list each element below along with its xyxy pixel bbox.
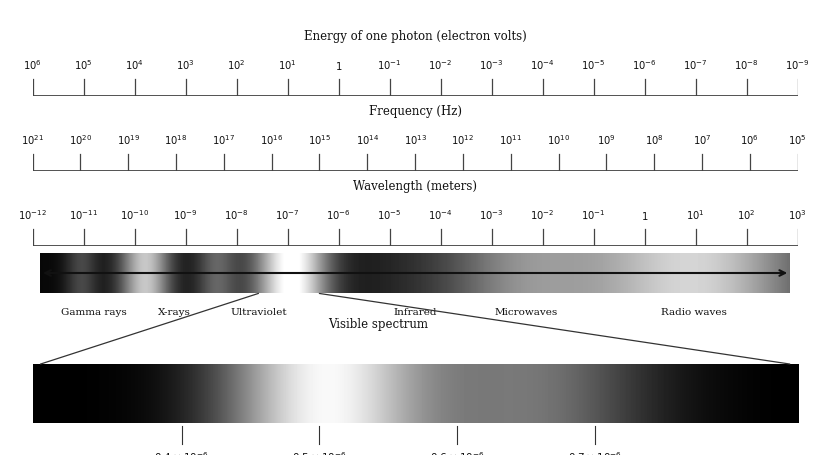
Text: $10^{-4}$: $10^{-4}$ xyxy=(428,208,453,222)
Text: $10^8$: $10^8$ xyxy=(645,133,663,147)
Text: $10^{-9}$: $10^{-9}$ xyxy=(173,208,198,222)
Text: $10^{16}$: $10^{16}$ xyxy=(260,133,283,147)
Text: $10^4$: $10^4$ xyxy=(125,58,144,72)
Text: $10^9$: $10^9$ xyxy=(597,133,616,147)
Text: Wavelength (meters): Wavelength (meters) xyxy=(353,180,477,193)
Text: $10^{13}$: $10^{13}$ xyxy=(404,133,427,147)
Text: Energy of one photon (electron volts): Energy of one photon (electron volts) xyxy=(304,30,527,43)
Text: $10^2$: $10^2$ xyxy=(737,208,756,222)
Text: $10^2$: $10^2$ xyxy=(227,58,246,72)
Text: $10^{-7}$: $10^{-7}$ xyxy=(684,58,708,72)
Text: $10^{19}$: $10^{19}$ xyxy=(116,133,140,147)
Text: $10^{18}$: $10^{18}$ xyxy=(164,133,188,147)
Text: $0.6 \times 10^{-6}$: $0.6 \times 10^{-6}$ xyxy=(430,450,484,455)
Text: $10^{-4}$: $10^{-4}$ xyxy=(530,58,555,72)
Text: $10^6$: $10^6$ xyxy=(23,58,42,72)
Text: $10^{10}$: $10^{10}$ xyxy=(547,133,571,147)
Text: $10^{14}$: $10^{14}$ xyxy=(356,133,379,147)
Text: $10^{-9}$: $10^{-9}$ xyxy=(786,58,810,72)
Text: $10^{-8}$: $10^{-8}$ xyxy=(734,58,759,72)
Text: Gamma rays: Gamma rays xyxy=(61,308,127,317)
Text: $10^{-2}$: $10^{-2}$ xyxy=(428,58,453,72)
Text: $10^{-3}$: $10^{-3}$ xyxy=(479,58,504,72)
Text: Visible spectrum: Visible spectrum xyxy=(327,318,427,331)
Text: Radio waves: Radio waves xyxy=(662,308,728,317)
Text: $10^{-7}$: $10^{-7}$ xyxy=(275,208,300,222)
Text: $0.5 \times 10^{-6}$: $0.5 \times 10^{-6}$ xyxy=(292,450,347,455)
Text: $10^3$: $10^3$ xyxy=(176,58,195,72)
Text: $10^{-6}$: $10^{-6}$ xyxy=(326,208,351,222)
Text: Microwaves: Microwaves xyxy=(494,308,558,317)
Text: $10^{-12}$: $10^{-12}$ xyxy=(18,208,47,222)
Text: $10^{-6}$: $10^{-6}$ xyxy=(632,58,657,72)
Text: $10^{-1}$: $10^{-1}$ xyxy=(378,58,402,72)
Text: $0.4 \times 10^{-6}$: $0.4 \times 10^{-6}$ xyxy=(155,450,209,455)
Text: Infrared: Infrared xyxy=(393,308,437,317)
Text: $10^5$: $10^5$ xyxy=(789,133,807,147)
Text: $10^7$: $10^7$ xyxy=(693,133,711,147)
Text: $10^1$: $10^1$ xyxy=(278,58,297,72)
Text: $10^{-10}$: $10^{-10}$ xyxy=(120,208,149,222)
Text: $10^{-3}$: $10^{-3}$ xyxy=(479,208,504,222)
Text: $10^{20}$: $10^{20}$ xyxy=(68,133,92,147)
Text: $10^{15}$: $10^{15}$ xyxy=(308,133,331,147)
Text: $10^{17}$: $10^{17}$ xyxy=(212,133,235,147)
Text: $10^6$: $10^6$ xyxy=(741,133,759,147)
Text: $10^{-5}$: $10^{-5}$ xyxy=(378,208,402,222)
Text: $10^5$: $10^5$ xyxy=(74,58,93,72)
Text: $10^{11}$: $10^{11}$ xyxy=(499,133,523,147)
Text: $10^{21}$: $10^{21}$ xyxy=(21,133,44,147)
Text: $10^{-2}$: $10^{-2}$ xyxy=(531,208,555,222)
Text: $1$: $1$ xyxy=(335,60,343,72)
Text: $10^{-1}$: $10^{-1}$ xyxy=(581,208,606,222)
Text: $0.7 \times 10^{-6}$: $0.7 \times 10^{-6}$ xyxy=(568,450,622,455)
Text: $10^3$: $10^3$ xyxy=(788,208,807,222)
Text: $1$: $1$ xyxy=(641,210,649,222)
Text: $10^{-5}$: $10^{-5}$ xyxy=(581,58,606,72)
Text: $10^{12}$: $10^{12}$ xyxy=(452,133,475,147)
Text: Ultraviolet: Ultraviolet xyxy=(230,308,287,317)
Text: Frequency (Hz): Frequency (Hz) xyxy=(369,105,462,118)
Text: $10^1$: $10^1$ xyxy=(686,208,705,222)
Text: X-rays: X-rays xyxy=(158,308,190,317)
Text: $10^{-11}$: $10^{-11}$ xyxy=(69,208,98,222)
Text: $10^{-8}$: $10^{-8}$ xyxy=(224,208,249,222)
